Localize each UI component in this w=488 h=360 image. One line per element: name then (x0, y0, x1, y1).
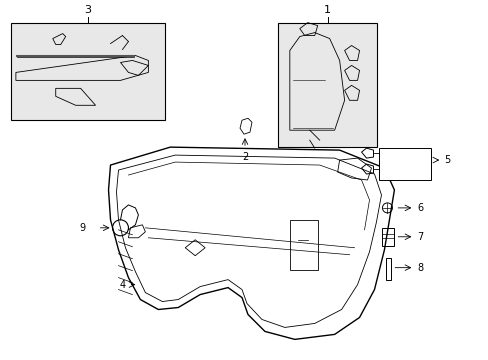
Bar (382, 228, 394, 246)
Bar (379, 148, 430, 180)
Text: 7: 7 (416, 232, 423, 242)
Bar (277, 23, 377, 147)
Text: 6: 6 (416, 203, 423, 213)
Bar (386, 258, 390, 280)
Text: 5: 5 (443, 155, 449, 165)
Text: 9: 9 (80, 223, 85, 233)
Text: 3: 3 (84, 5, 91, 15)
Bar (11, 23, 165, 120)
Text: 1: 1 (324, 5, 330, 15)
Text: 4: 4 (119, 280, 125, 289)
Bar (289, 220, 317, 270)
Text: 8: 8 (416, 263, 423, 273)
Text: 2: 2 (242, 152, 247, 162)
